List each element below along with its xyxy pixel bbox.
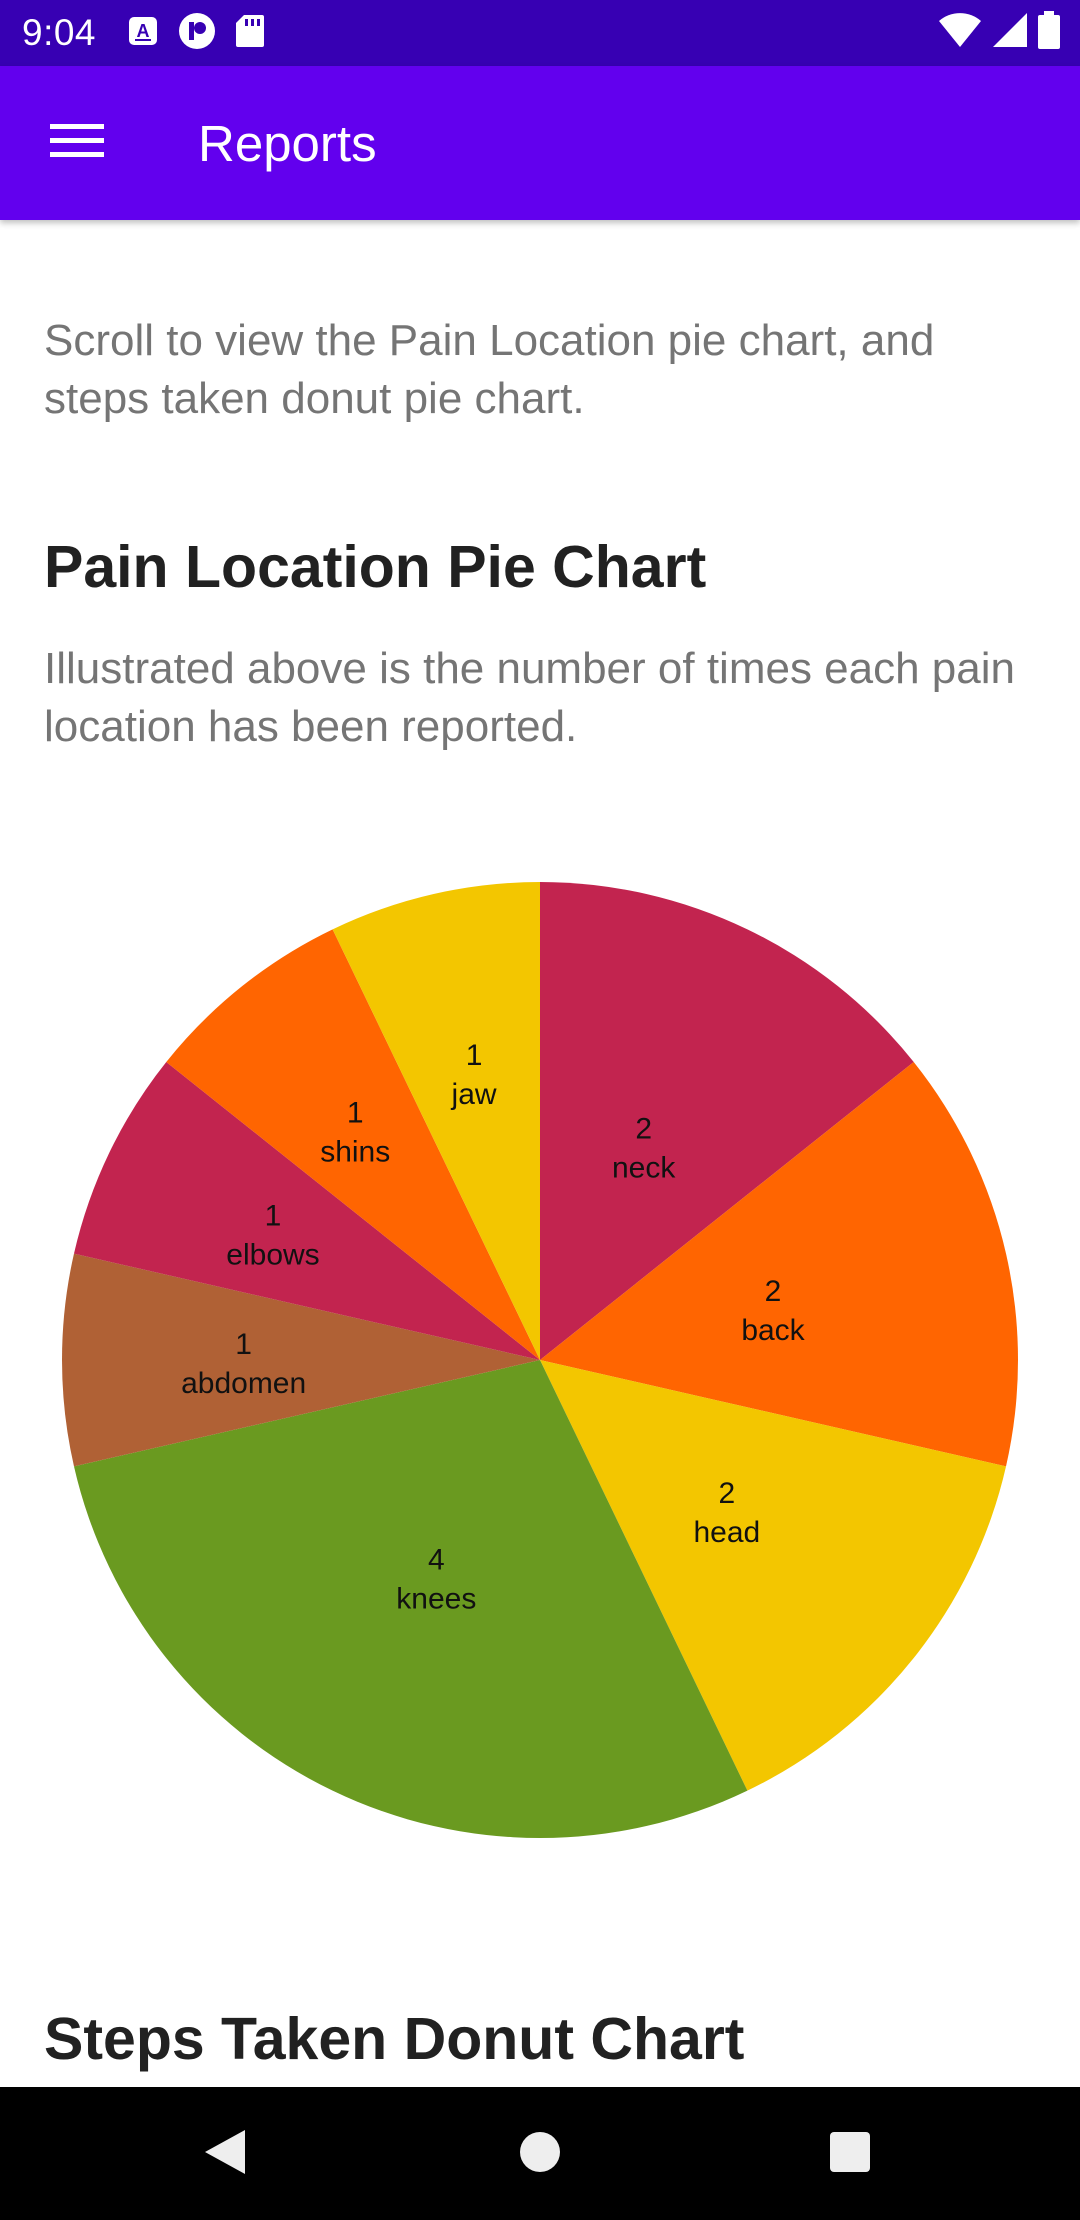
app-title: Reports <box>198 115 377 172</box>
hamburger-menu-icon <box>50 121 104 166</box>
app-bar: Reports <box>0 66 1080 220</box>
svg-text:A: A <box>137 21 150 41</box>
pie-chart-description: Illustrated above is the number of times… <box>44 644 1015 751</box>
pie-slice-shins <box>166 929 540 1360</box>
pie-slice-label-jaw: jaw <box>451 1078 497 1111</box>
intro-text: Scroll to view the Pain Location pie cha… <box>44 316 935 423</box>
navigation-bar <box>0 2087 1080 2220</box>
donut-chart-heading: Steps Taken Donut Chart <box>44 2006 745 2072</box>
hamburger-menu-button[interactable] <box>26 110 128 176</box>
pie-slice-value-knees: 4 <box>428 1543 445 1576</box>
pie-slice-value-neck: 2 <box>635 1113 652 1146</box>
pie-slice-value-back: 2 <box>765 1275 782 1308</box>
battery-icon <box>1038 10 1060 54</box>
pie-slice-value-shins: 1 <box>347 1096 364 1129</box>
pie-slice-label-shins: shins <box>320 1135 390 1168</box>
record-icon <box>178 12 216 55</box>
reports-content[interactable]: Scroll to view the Pain Location pie cha… <box>0 220 1080 2087</box>
back-button[interactable] <box>188 2117 262 2191</box>
cellular-signal-icon <box>992 12 1028 53</box>
wifi-icon <box>938 12 982 53</box>
a-notification-icon: A <box>128 16 158 51</box>
home-icon <box>518 2130 562 2179</box>
pie-slice-elbows <box>73 1061 540 1360</box>
sd-card-icon <box>236 14 264 53</box>
pain-location-pie-chart: 2 neck 2 back 2 head 4 knees 1 abdomen 1 elbows 1 shi… <box>61 882 1018 1838</box>
status-icons-left: A <box>128 12 264 55</box>
pie-slice-jaw <box>332 882 540 1360</box>
pie-slice-label-knees: knees <box>396 1582 476 1615</box>
recents-button[interactable] <box>813 2117 887 2191</box>
recents-icon <box>829 2131 871 2178</box>
pie-slice-label-back: back <box>741 1314 805 1347</box>
pie-slice-value-elbows: 1 <box>265 1199 282 1232</box>
status-bar: 9:04 A <box>0 0 1080 66</box>
status-time: 9:04 <box>22 12 97 53</box>
pie-slice-label-elbows: elbows <box>226 1238 319 1271</box>
pie-chart-heading: Pain Location Pie Chart <box>44 534 707 600</box>
pie-slice-head <box>540 1360 1007 1791</box>
back-icon <box>203 2128 247 2181</box>
pie-slice-neck <box>540 882 914 1360</box>
pie-slice-knees <box>73 1360 748 1838</box>
pie-slice-value-abdomen: 1 <box>235 1328 252 1361</box>
status-icons-right <box>938 10 1060 54</box>
pie-slice-value-head: 2 <box>719 1477 736 1510</box>
pie-slice-back <box>540 1061 1018 1467</box>
pie-slice-abdomen <box>61 1253 540 1467</box>
pie-slice-label-neck: neck <box>612 1152 676 1185</box>
pie-slice-label-head: head <box>693 1516 760 1549</box>
home-button[interactable] <box>503 2117 577 2191</box>
pie-slice-value-jaw: 1 <box>466 1039 483 1072</box>
pie-slice-label-abdomen: abdomen <box>181 1367 306 1400</box>
